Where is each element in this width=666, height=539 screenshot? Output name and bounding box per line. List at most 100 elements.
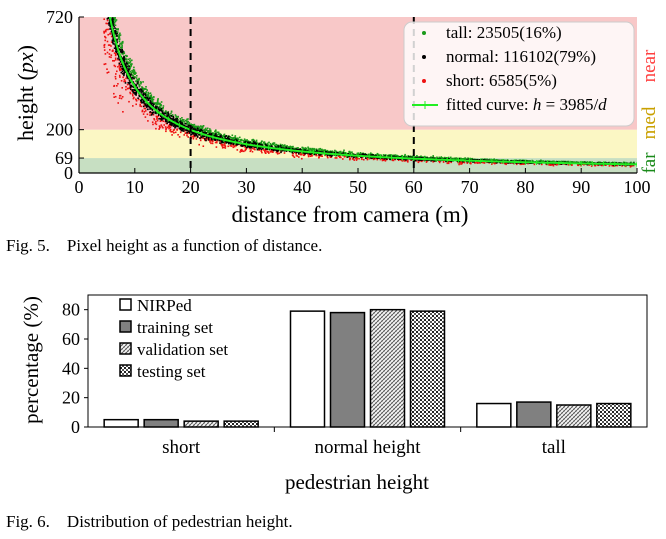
point-normal: [108, 24, 110, 26]
point-short: [105, 22, 107, 25]
point-normal: [204, 132, 206, 135]
point-short: [590, 165, 593, 167]
point-short: [583, 163, 585, 166]
point-tall: [318, 148, 320, 150]
point-normal: [160, 107, 163, 110]
point-normal: [141, 102, 143, 104]
point-tall: [159, 106, 161, 109]
point-tall: [129, 63, 132, 66]
point-short: [151, 121, 154, 123]
point-tall: [319, 147, 321, 150]
point-tall: [113, 23, 116, 26]
point-normal: [227, 141, 230, 143]
point-short: [527, 162, 529, 165]
point-short: [326, 155, 329, 158]
point-short: [159, 126, 161, 128]
point-tall: [344, 152, 347, 154]
point-normal: [140, 91, 143, 93]
point-normal: [180, 122, 183, 124]
point-normal: [200, 135, 203, 138]
point-normal: [113, 25, 115, 28]
legend-swatch: [119, 364, 132, 377]
point-normal: [163, 117, 165, 119]
point-normal: [193, 131, 195, 134]
point-normal: [353, 156, 355, 159]
point-normal: [288, 147, 290, 150]
point-short: [376, 158, 379, 161]
point-normal: [123, 59, 126, 61]
point-short: [104, 53, 107, 55]
point-short: [601, 164, 603, 167]
point-normal: [194, 133, 197, 135]
point-short: [121, 87, 123, 89]
point-tall: [127, 65, 129, 68]
point-normal: [194, 129, 196, 132]
point-tall: [149, 98, 152, 100]
point-normal: [468, 158, 470, 161]
point-tall: [124, 57, 127, 60]
point-normal: [196, 134, 198, 137]
point-short: [571, 163, 573, 166]
category-label: short: [162, 437, 201, 458]
point-normal: [174, 126, 177, 128]
point-normal: [107, 17, 109, 20]
point-normal: [133, 77, 135, 80]
point-tall: [129, 61, 132, 63]
point-normal: [557, 161, 559, 163]
point-tall: [191, 124, 194, 126]
point-tall: [138, 78, 140, 81]
point-tall: [194, 125, 197, 128]
point-short: [334, 157, 337, 159]
point-tall: [177, 115, 179, 118]
point-short: [515, 163, 518, 166]
point-normal: [166, 122, 168, 124]
point-short: [168, 126, 170, 128]
point-tall: [351, 151, 353, 153]
point-normal: [361, 153, 364, 155]
point-short: [128, 100, 130, 103]
point-normal: [112, 41, 114, 44]
point-normal: [174, 125, 176, 127]
point-normal: [182, 124, 184, 127]
point-short: [588, 164, 591, 166]
point-normal: [126, 67, 128, 70]
point-tall: [313, 150, 315, 152]
point-short: [131, 93, 134, 95]
x-tick-label: 60: [405, 177, 423, 197]
point-short: [425, 161, 428, 163]
point-tall: [343, 149, 345, 152]
point-short: [114, 54, 117, 57]
point-tall: [158, 102, 160, 105]
point-tall: [145, 95, 148, 98]
point-short: [165, 127, 167, 130]
figure-6-caption: Fig. 6. Distribution of pedestrian heigh…: [6, 512, 293, 531]
point-normal: [193, 127, 195, 130]
point-normal: [137, 81, 139, 83]
point-normal: [123, 71, 125, 74]
point-tall: [342, 151, 345, 153]
point-normal: [135, 92, 138, 95]
point-short: [106, 68, 108, 70]
point-normal: [115, 47, 118, 49]
point-tall: [217, 133, 220, 135]
point-tall: [133, 69, 136, 72]
point-short: [125, 86, 127, 88]
point-normal: [183, 124, 185, 127]
point-normal: [225, 135, 227, 137]
point-tall: [515, 159, 518, 162]
point-normal: [420, 157, 422, 159]
point-tall: [201, 125, 203, 128]
point-short: [318, 156, 320, 158]
point-normal: [249, 145, 252, 148]
point-short: [521, 162, 523, 165]
point-normal: [398, 158, 400, 160]
point-normal: [142, 93, 145, 96]
point-tall: [445, 157, 448, 159]
point-normal: [123, 57, 125, 60]
point-normal: [128, 74, 131, 77]
point-normal: [309, 153, 312, 156]
point-tall: [113, 18, 116, 20]
point-normal: [315, 153, 317, 155]
point-normal: [257, 147, 260, 150]
point-normal: [151, 102, 153, 105]
